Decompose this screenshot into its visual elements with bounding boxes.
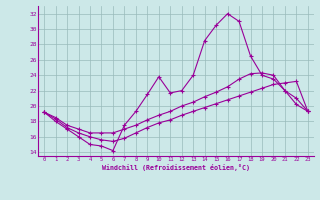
X-axis label: Windchill (Refroidissement éolien,°C): Windchill (Refroidissement éolien,°C) (102, 164, 250, 171)
